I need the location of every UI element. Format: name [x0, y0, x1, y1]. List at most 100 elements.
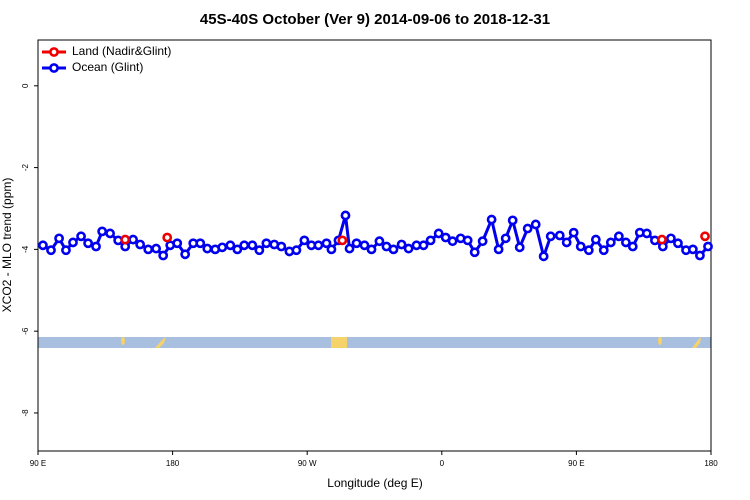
data-point: [38, 240, 48, 251]
data-point: [232, 244, 243, 255]
land-blob: [692, 337, 701, 348]
data-point: [97, 226, 108, 237]
x-tick-label: 90 E: [30, 459, 46, 468]
y-axis-label: XCO2 - MLO trend (ppm): [0, 178, 14, 313]
data-point: [83, 238, 94, 249]
data-point: [613, 231, 624, 242]
x-tick-label: 180: [166, 459, 180, 468]
legend-label: Ocean (Glint): [72, 60, 143, 74]
data-point: [326, 244, 337, 255]
data-point: [486, 214, 497, 225]
data-point: [135, 239, 146, 250]
data-point: [598, 245, 609, 256]
data-point: [337, 235, 348, 246]
data-point: [180, 249, 191, 260]
data-point: [120, 234, 131, 245]
data-point: [128, 234, 139, 245]
data-point: [493, 244, 504, 255]
data-point: [276, 241, 287, 252]
data-point: [313, 240, 324, 251]
data-point: [68, 237, 78, 248]
data-point: [440, 232, 451, 243]
data-point: [344, 243, 355, 254]
data-point: [143, 244, 154, 255]
data-point: [61, 245, 71, 256]
data-point: [522, 223, 533, 234]
data-point: [700, 231, 710, 242]
data-point: [673, 238, 683, 249]
y-tick-label: -2: [21, 163, 30, 171]
data-point: [217, 242, 228, 253]
x-tick-label: 0: [440, 459, 445, 468]
data-point: [695, 250, 705, 261]
data-point: [507, 215, 518, 226]
data-point: [627, 241, 638, 252]
y-tick-label: -8: [21, 409, 30, 417]
legend-marker: [49, 63, 59, 73]
data-point: [340, 210, 351, 221]
data-point: [621, 237, 631, 248]
surface-mask: [38, 337, 711, 348]
data-point: [666, 233, 676, 244]
data-point: [202, 243, 213, 254]
chart-title: 45S-40S October (Ver 9) 2014-09-06 to 20…: [200, 11, 550, 28]
y-tick-label: -4: [21, 245, 30, 253]
data-point: [575, 241, 586, 252]
data-point: [54, 233, 64, 244]
data-point: [388, 244, 399, 255]
data-point: [447, 236, 458, 247]
data-point: [91, 241, 101, 252]
y-tick-label: -6: [21, 327, 30, 335]
data-point: [462, 235, 473, 246]
legend-label: Land (Nadir&Glint): [72, 44, 171, 58]
x-axis-label: Longitude (deg E): [327, 476, 422, 490]
land-blob: [331, 337, 347, 348]
data-point: [374, 236, 385, 247]
data-point: [151, 243, 162, 254]
data-point: [545, 231, 556, 242]
data-point: [568, 227, 579, 238]
data-point: [46, 245, 56, 256]
data-point: [477, 236, 488, 247]
data-point: [351, 238, 362, 249]
data-point: [590, 234, 601, 245]
x-tick-label: 90 E: [568, 459, 584, 468]
data-point: [605, 237, 616, 248]
legend: Land (Nadir&Glint) Ocean (Glint): [42, 44, 171, 74]
data-point: [657, 234, 667, 245]
data-point: [641, 228, 652, 239]
data-point: [538, 251, 549, 262]
legend-marker: [49, 47, 59, 57]
data-point: [530, 219, 541, 230]
data-point: [396, 239, 407, 250]
data-point: [261, 238, 272, 249]
data-point: [433, 228, 444, 239]
data-point: [418, 240, 429, 251]
data-point: [554, 230, 565, 241]
data-point: [225, 240, 236, 251]
data-point: [247, 240, 258, 251]
land-blob: [658, 337, 662, 345]
ocean-strip: [38, 337, 711, 348]
data-point: [500, 233, 511, 244]
data-point: [105, 228, 115, 239]
y-tick-label: 0: [21, 83, 30, 88]
data-point: [76, 231, 86, 242]
x-tick-label: 90 W: [298, 459, 317, 468]
land-blob: [155, 337, 166, 348]
data-point: [703, 241, 713, 252]
data-point: [321, 238, 332, 249]
data-point: [688, 244, 698, 255]
data-point: [291, 245, 302, 256]
data-point: [195, 238, 206, 249]
data-point: [162, 232, 173, 243]
data-point: [425, 235, 436, 246]
data-point: [158, 250, 169, 261]
data-point: [239, 240, 250, 251]
land-blob: [121, 337, 125, 345]
data-point: [254, 245, 265, 256]
data-point: [172, 238, 183, 249]
data-point: [403, 243, 414, 254]
data-point: [359, 240, 370, 251]
